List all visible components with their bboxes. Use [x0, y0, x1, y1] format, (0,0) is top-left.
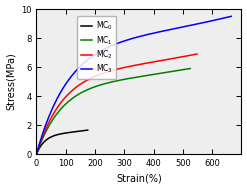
X-axis label: Strain(%): Strain(%)	[116, 174, 162, 184]
Legend: MC$_0$, MC$_1$, MC$_2$, MC$_3$: MC$_0$, MC$_1$, MC$_2$, MC$_3$	[77, 16, 116, 79]
Y-axis label: Stress(MPa): Stress(MPa)	[5, 53, 16, 110]
